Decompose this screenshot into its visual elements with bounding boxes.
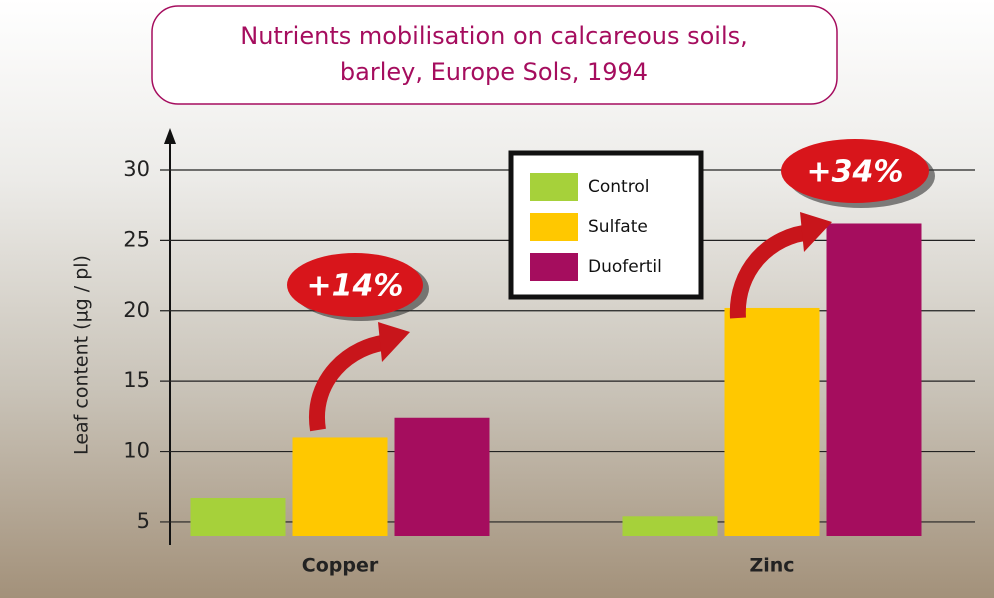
bar — [826, 223, 922, 536]
y-axis-arrow — [164, 128, 176, 144]
legend-swatch — [530, 213, 578, 241]
arrow — [308, 334, 392, 432]
y-tick-label: 10 — [123, 439, 150, 463]
chart-title: Nutrients mobilisation on calcareous soi… — [240, 22, 748, 50]
annotation: +34% — [807, 155, 904, 190]
y-tick-label: 15 — [123, 368, 150, 392]
annotation: +14% — [307, 269, 404, 304]
legend-label: Control — [588, 177, 649, 197]
y-tick-label: 5 — [137, 509, 150, 533]
y-tick-label: 30 — [123, 157, 150, 181]
bar — [394, 417, 490, 536]
arrow — [729, 224, 813, 319]
annotation-bubble — [781, 139, 929, 203]
legend-swatch — [530, 173, 578, 201]
bar — [190, 497, 286, 536]
arrow-head — [378, 322, 410, 362]
legend-label: Sulfate — [588, 217, 648, 237]
legend-label: Duofertil — [588, 257, 662, 277]
chart-title: barley, Europe Sols, 1994 — [340, 58, 648, 86]
legend-swatch — [530, 253, 578, 281]
x-tick-label: Copper — [302, 555, 379, 577]
x-tick-label: Zinc — [749, 555, 794, 577]
title-box — [151, 5, 838, 105]
bar — [724, 307, 820, 536]
y-tick-label: 20 — [123, 298, 150, 322]
arrow-head — [800, 212, 832, 252]
y-tick-label: 25 — [123, 227, 150, 251]
annotation-bubble — [287, 253, 423, 317]
y-axis-label: Leaf content (µg / pl) — [71, 255, 93, 455]
bar — [292, 437, 388, 536]
bar — [622, 516, 718, 536]
